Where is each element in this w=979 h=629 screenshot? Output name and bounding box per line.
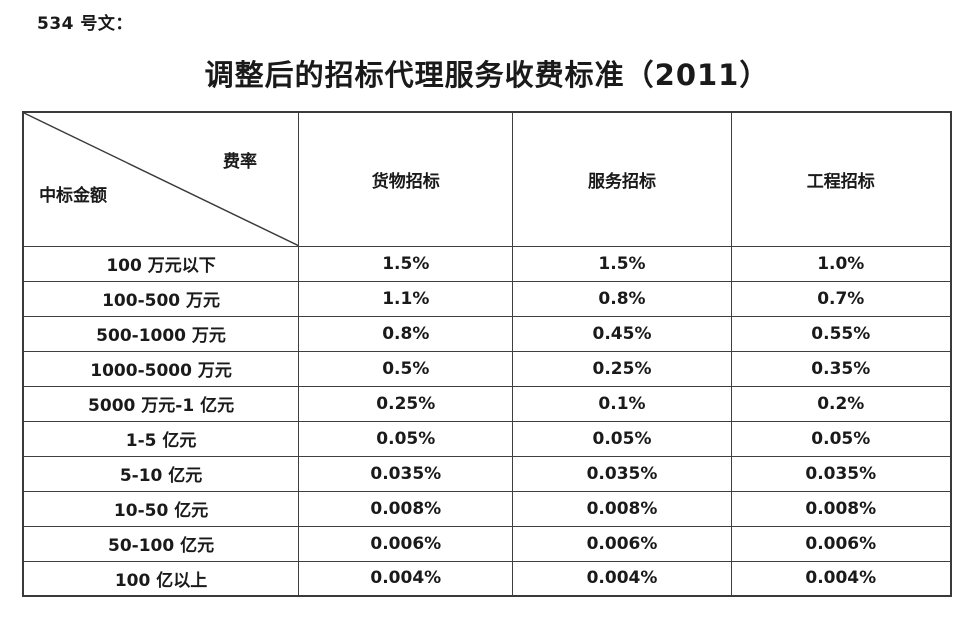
rate-cell-engineering: 1.0% [730, 245, 952, 282]
rate-cell-service: 0.25% [512, 350, 732, 387]
rate-cell-engineering: 0.004% [730, 560, 952, 597]
rate-cell-goods: 0.8% [298, 315, 514, 352]
row-label-amount-range: 1000-5000 万元 [22, 350, 300, 387]
rate-cell-engineering: 0.008% [730, 490, 952, 527]
rate-cell-service: 0.006% [512, 525, 732, 562]
rate-cell-goods: 1.1% [298, 280, 514, 317]
rate-cell-goods: 1.5% [298, 245, 514, 282]
rate-cell-service: 0.8% [512, 280, 732, 317]
table-row: 500-1000 万元 0.8% 0.45% 0.55% [22, 315, 952, 352]
rate-cell-engineering: 0.006% [730, 525, 952, 562]
rate-cell-service: 0.004% [512, 560, 732, 597]
title-container: 调整后的招标代理服务收费标准（2011） [22, 52, 952, 94]
page-title: 调整后的招标代理服务收费标准（2011） [204, 58, 770, 92]
rate-cell-engineering: 0.05% [730, 420, 952, 457]
rate-cell-service: 1.5% [512, 245, 732, 282]
corner-header-cell: 费率 中标金额 [22, 111, 300, 247]
row-label-amount-range: 100 万元以下 [22, 245, 300, 282]
table-body: 100 万元以下 1.5% 1.5% 1.0% 100-500 万元 1.1% … [22, 245, 952, 597]
rate-cell-service: 0.008% [512, 490, 732, 527]
table-row: 1000-5000 万元 0.5% 0.25% 0.35% [22, 350, 952, 387]
table-row: 100 万元以下 1.5% 1.5% 1.0% [22, 245, 952, 282]
rate-cell-engineering: 0.35% [730, 350, 952, 387]
table-row: 100-500 万元 1.1% 0.8% 0.7% [22, 280, 952, 317]
rate-cell-goods: 0.004% [298, 560, 514, 597]
rate-cell-service: 0.035% [512, 455, 732, 492]
rate-cell-service: 0.1% [512, 385, 732, 422]
rate-cell-engineering: 0.2% [730, 385, 952, 422]
fee-rate-table: 费率 中标金额 货物招标 服务招标 工程招标 100 万元以下 1.5% 1.5… [22, 111, 952, 597]
row-label-amount-range: 10-50 亿元 [22, 490, 300, 527]
rate-cell-goods: 0.035% [298, 455, 514, 492]
row-label-amount-range: 5000 万元-1 亿元 [22, 385, 300, 422]
row-label-amount-range: 100 亿以上 [22, 560, 300, 597]
doc-number-label: 534 号文： [37, 14, 133, 34]
column-header-engineering-tender: 工程招标 [730, 111, 952, 247]
diagonal-divider-line [24, 113, 298, 246]
row-label-amount-range: 500-1000 万元 [22, 315, 300, 352]
header-row: 费率 中标金额 货物招标 服务招标 工程招标 [22, 111, 952, 247]
row-label-amount-range: 100-500 万元 [22, 280, 300, 317]
table-row: 100 亿以上 0.004% 0.004% 0.004% [22, 560, 952, 597]
corner-label-bid-amount: 中标金额 [39, 185, 108, 206]
rate-cell-goods: 0.05% [298, 420, 514, 457]
rate-cell-engineering: 0.55% [730, 315, 952, 352]
rate-cell-service: 0.45% [512, 315, 732, 352]
table-row: 10-50 亿元 0.008% 0.008% 0.008% [22, 490, 952, 527]
rate-cell-goods: 0.008% [298, 490, 514, 527]
table-row: 50-100 亿元 0.006% 0.006% 0.006% [22, 525, 952, 562]
rate-cell-goods: 0.25% [298, 385, 514, 422]
rate-cell-service: 0.05% [512, 420, 732, 457]
rate-cell-engineering: 0.035% [730, 455, 952, 492]
table-row: 5-10 亿元 0.035% 0.035% 0.035% [22, 455, 952, 492]
corner-label-rate: 费率 [223, 152, 257, 173]
rate-cell-goods: 0.006% [298, 525, 514, 562]
rate-cell-engineering: 0.7% [730, 280, 952, 317]
row-label-amount-range: 1-5 亿元 [22, 420, 300, 457]
table-row: 5000 万元-1 亿元 0.25% 0.1% 0.2% [22, 385, 952, 422]
row-label-amount-range: 50-100 亿元 [22, 525, 300, 562]
column-header-goods-tender: 货物招标 [298, 111, 514, 247]
table-row: 1-5 亿元 0.05% 0.05% 0.05% [22, 420, 952, 457]
row-label-amount-range: 5-10 亿元 [22, 455, 300, 492]
column-header-service-tender: 服务招标 [512, 111, 732, 247]
rate-cell-goods: 0.5% [298, 350, 514, 387]
